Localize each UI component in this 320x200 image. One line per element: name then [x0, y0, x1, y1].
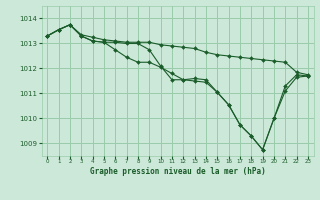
X-axis label: Graphe pression niveau de la mer (hPa): Graphe pression niveau de la mer (hPa) — [90, 167, 266, 176]
